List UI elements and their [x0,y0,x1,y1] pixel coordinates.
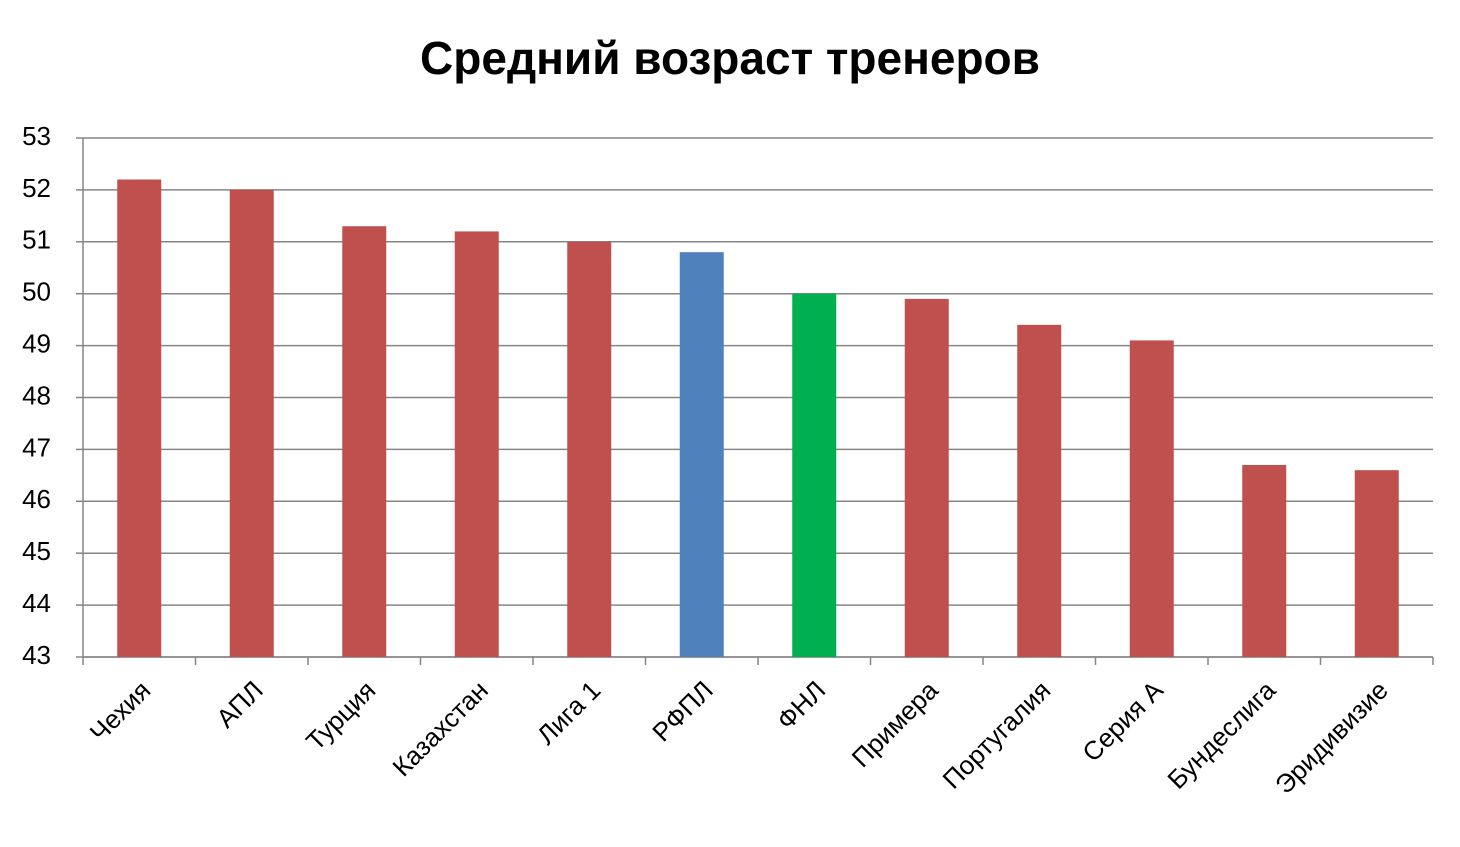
bar [792,293,837,657]
bar [679,252,724,657]
bar [1242,464,1287,657]
bar [342,226,387,658]
bar [454,231,499,658]
y-tick-label: 53 [22,121,51,151]
x-tick-label: Чехия [84,675,157,748]
x-tick-label: Лига 1 [531,675,606,750]
y-tick-label: 43 [22,640,51,670]
bar [229,189,274,657]
x-tick-label: Бундеслига [1161,675,1281,795]
bar [1354,470,1399,657]
y-tick-label: 50 [22,277,51,307]
bar [904,298,949,657]
chart-title: Средний возраст тренеров [420,32,1040,84]
y-tick-label: 49 [22,328,51,358]
y-tick-label: 45 [22,536,51,566]
y-tick-label: 46 [22,484,51,514]
x-tick-label: Серия А [1076,674,1169,767]
x-tick-label: Турция [300,675,381,756]
x-tick-label: Примера [846,675,945,774]
bar [1129,340,1174,657]
x-tick-label: АПЛ [210,675,269,734]
x-tick-label: РФПЛ [646,675,719,748]
bar [1017,324,1062,657]
y-tick-label: 52 [22,173,51,203]
bar [117,179,162,657]
y-tick-label: 44 [22,588,51,618]
y-tick-label: 48 [22,380,51,410]
y-tick-label: 51 [22,225,51,255]
x-tick-label: Португалия [937,675,1057,795]
x-tick-label: Казахстан [386,675,493,782]
x-tick-label: Эридивизие [1269,675,1394,800]
x-tick-label: ФНЛ [771,675,832,736]
bar [567,241,612,658]
y-tick-label: 47 [22,432,51,462]
